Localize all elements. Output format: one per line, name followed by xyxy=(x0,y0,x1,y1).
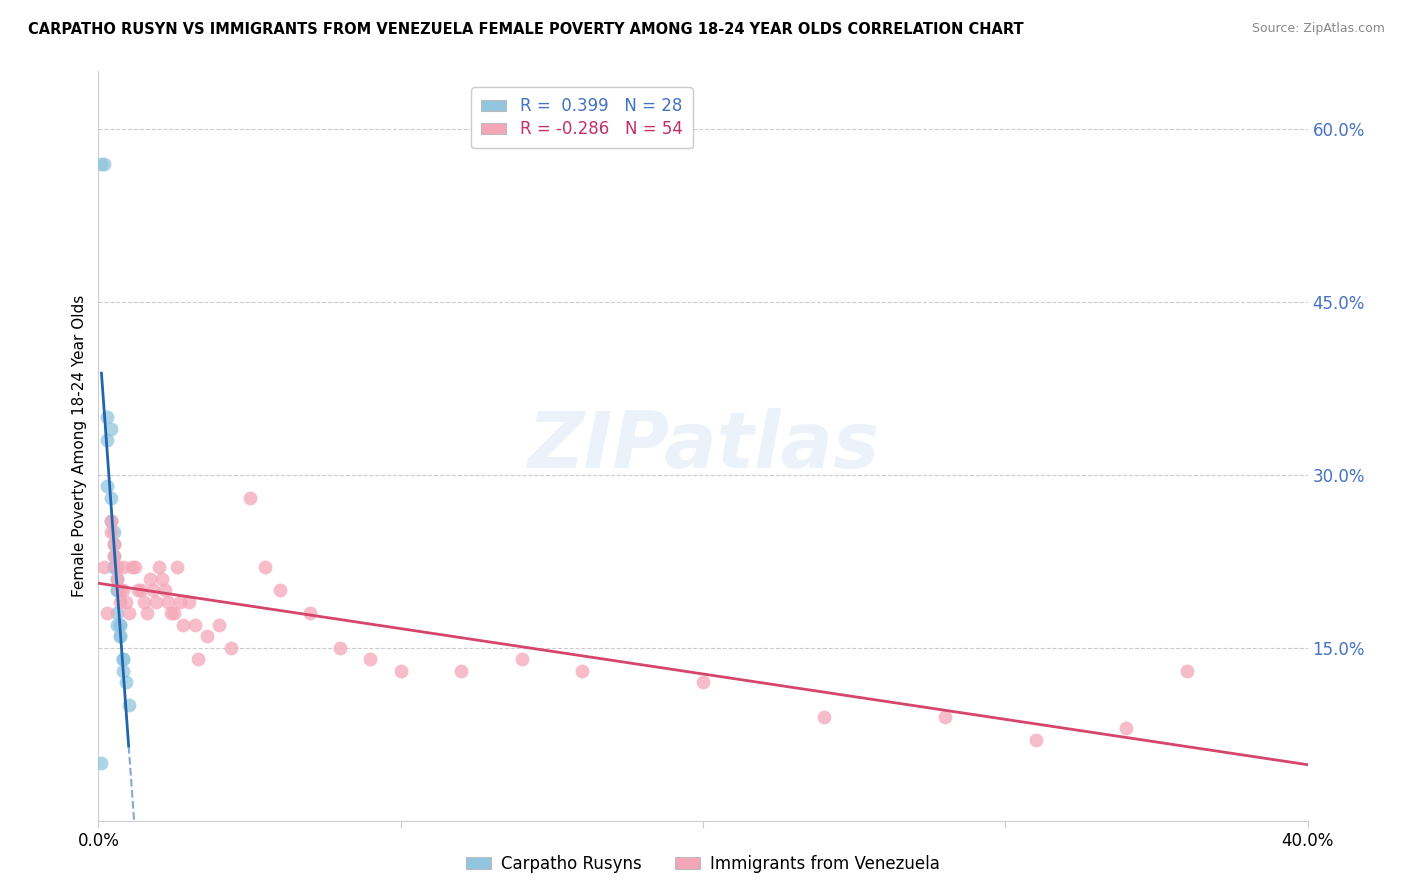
Point xyxy=(934,710,956,724)
Point xyxy=(114,594,136,608)
Point xyxy=(108,617,131,632)
Point xyxy=(329,640,352,655)
Point xyxy=(156,594,179,608)
Point xyxy=(96,410,118,425)
Point xyxy=(103,537,125,551)
Point xyxy=(135,606,157,620)
Point xyxy=(571,664,593,678)
Point xyxy=(148,560,170,574)
Point xyxy=(450,664,472,678)
Point xyxy=(129,583,152,598)
Point xyxy=(111,652,134,666)
Point xyxy=(90,756,112,770)
Point xyxy=(166,560,188,574)
Point xyxy=(118,698,141,713)
Point xyxy=(169,594,191,608)
Point xyxy=(111,583,134,598)
Point xyxy=(108,629,131,643)
Point xyxy=(1115,722,1137,736)
Point xyxy=(184,617,207,632)
Point xyxy=(163,606,186,620)
Point xyxy=(103,537,125,551)
Legend: R =  0.399   N = 28, R = -0.286   N = 54: R = 0.399 N = 28, R = -0.286 N = 54 xyxy=(471,87,693,148)
Point xyxy=(1024,733,1046,747)
Point xyxy=(103,525,125,540)
Point xyxy=(105,606,128,620)
Point xyxy=(360,652,382,666)
Point xyxy=(100,422,122,436)
Point xyxy=(100,525,122,540)
Point xyxy=(100,514,122,528)
Point xyxy=(253,560,276,574)
Point xyxy=(208,617,231,632)
Point xyxy=(239,491,262,505)
Point xyxy=(105,617,128,632)
Point xyxy=(813,710,835,724)
Point xyxy=(269,583,291,598)
Point xyxy=(96,606,118,620)
Point xyxy=(150,572,173,586)
Point xyxy=(187,652,209,666)
Point xyxy=(121,560,143,574)
Point xyxy=(111,664,134,678)
Point xyxy=(139,572,162,586)
Point xyxy=(124,560,146,574)
Point xyxy=(108,617,131,632)
Point xyxy=(195,629,218,643)
Point xyxy=(299,606,322,620)
Point xyxy=(105,583,128,598)
Point xyxy=(108,594,131,608)
Y-axis label: Female Poverty Among 18-24 Year Olds: Female Poverty Among 18-24 Year Olds xyxy=(72,295,87,597)
Point xyxy=(103,560,125,574)
Point xyxy=(153,583,176,598)
Point xyxy=(118,606,141,620)
Point xyxy=(105,572,128,586)
Point xyxy=(142,583,165,598)
Point xyxy=(145,594,167,608)
Point xyxy=(389,664,412,678)
Point xyxy=(108,629,131,643)
Point xyxy=(111,560,134,574)
Point xyxy=(103,549,125,563)
Point xyxy=(114,675,136,690)
Point xyxy=(90,156,112,170)
Point xyxy=(100,514,122,528)
Point xyxy=(510,652,533,666)
Point xyxy=(108,583,131,598)
Point xyxy=(111,652,134,666)
Point xyxy=(93,560,115,574)
Point xyxy=(103,560,125,574)
Point xyxy=(132,594,155,608)
Text: Source: ZipAtlas.com: Source: ZipAtlas.com xyxy=(1251,22,1385,36)
Text: CARPATHO RUSYN VS IMMIGRANTS FROM VENEZUELA FEMALE POVERTY AMONG 18-24 YEAR OLDS: CARPATHO RUSYN VS IMMIGRANTS FROM VENEZU… xyxy=(28,22,1024,37)
Point xyxy=(100,491,122,505)
Point xyxy=(96,479,118,493)
Point xyxy=(105,560,128,574)
Point xyxy=(103,549,125,563)
Point xyxy=(1175,664,1198,678)
Point xyxy=(172,617,194,632)
Legend: Carpatho Rusyns, Immigrants from Venezuela: Carpatho Rusyns, Immigrants from Venezue… xyxy=(460,848,946,880)
Point xyxy=(127,583,149,598)
Point xyxy=(160,606,183,620)
Point xyxy=(221,640,243,655)
Point xyxy=(105,572,128,586)
Point xyxy=(93,156,115,170)
Text: ZIPatlas: ZIPatlas xyxy=(527,408,879,484)
Point xyxy=(692,675,714,690)
Point xyxy=(105,583,128,598)
Point xyxy=(96,434,118,448)
Point xyxy=(179,594,201,608)
